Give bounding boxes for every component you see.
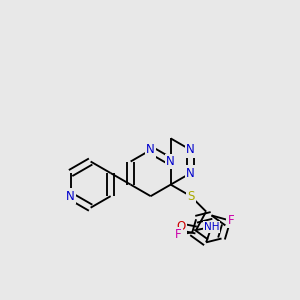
Text: N: N bbox=[66, 190, 75, 203]
Text: N: N bbox=[166, 155, 175, 168]
Text: N: N bbox=[186, 143, 195, 157]
Text: N: N bbox=[186, 167, 195, 180]
Text: N: N bbox=[146, 143, 155, 157]
Text: F: F bbox=[227, 214, 234, 227]
Text: S: S bbox=[187, 190, 194, 203]
Text: NH: NH bbox=[204, 222, 219, 232]
Text: O: O bbox=[176, 220, 185, 233]
Text: F: F bbox=[175, 228, 182, 241]
